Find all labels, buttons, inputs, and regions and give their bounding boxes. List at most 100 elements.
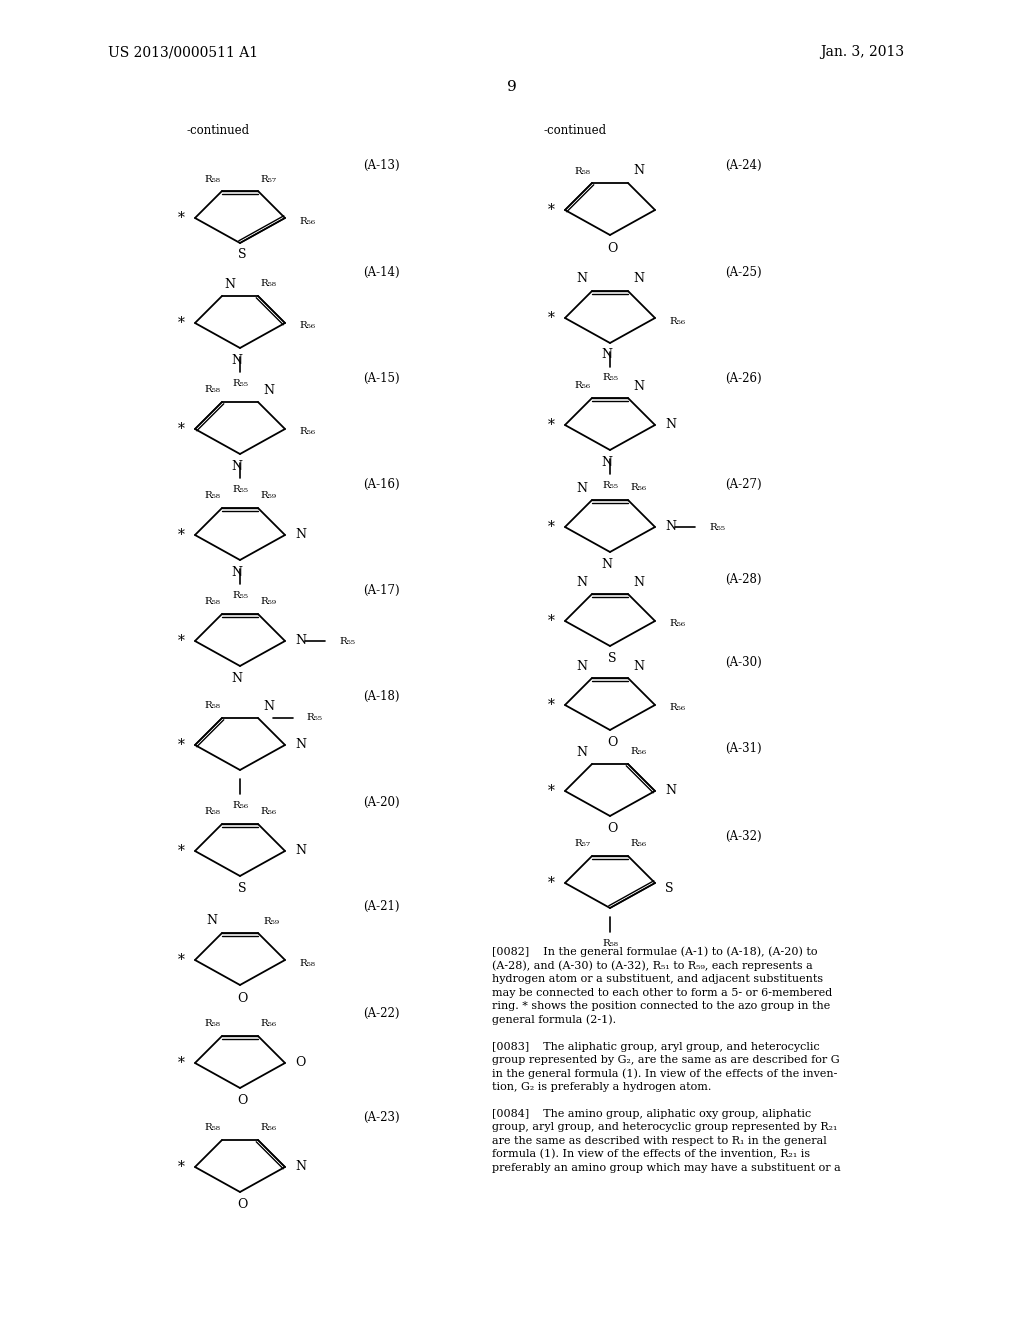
Text: tion, G₂ is preferably a hydrogen atom.: tion, G₂ is preferably a hydrogen atom.: [492, 1082, 712, 1092]
Text: general formula (2-1).: general formula (2-1).: [492, 1014, 616, 1024]
Text: *: *: [178, 1056, 185, 1071]
Text: (A-32): (A-32): [725, 829, 762, 842]
Text: R₅₆: R₅₆: [669, 317, 685, 326]
Text: R₅₈: R₅₈: [204, 491, 220, 500]
Text: *: *: [548, 418, 555, 432]
Text: N: N: [231, 565, 243, 578]
Text: *: *: [178, 953, 185, 968]
Text: in the general formula (1). In view of the effects of the inven-: in the general formula (1). In view of t…: [492, 1068, 838, 1078]
Text: R₅₅: R₅₅: [709, 523, 725, 532]
Text: (A-21): (A-21): [362, 899, 399, 912]
Text: are the same as described with respect to R₁ in the general: are the same as described with respect t…: [492, 1137, 826, 1146]
Text: N: N: [633, 660, 644, 672]
Text: O: O: [607, 822, 617, 836]
Text: N: N: [575, 272, 587, 285]
Text: N: N: [601, 557, 612, 570]
Text: N: N: [231, 672, 243, 685]
Text: (A-28): (A-28): [725, 573, 762, 586]
Text: N: N: [665, 784, 676, 797]
Text: N: N: [665, 418, 676, 432]
Text: [0083]    The aliphatic group, aryl group, and heterocyclic: [0083] The aliphatic group, aryl group, …: [492, 1041, 820, 1052]
Text: S: S: [665, 882, 674, 895]
Text: N: N: [295, 528, 306, 541]
Text: R₅₈: R₅₈: [204, 1123, 220, 1133]
Text: preferably an amino group which may have a substituent or a: preferably an amino group which may have…: [492, 1163, 841, 1173]
Text: N: N: [231, 354, 243, 367]
Text: R₅₆: R₅₆: [630, 747, 646, 756]
Text: R₅₇: R₅₇: [260, 176, 276, 185]
Text: R₅₅: R₅₅: [232, 379, 248, 388]
Text: (A-23): (A-23): [362, 1110, 399, 1123]
Text: group represented by G₂, are the same as are described for G: group represented by G₂, are the same as…: [492, 1055, 840, 1065]
Text: *: *: [178, 634, 185, 648]
Text: R₅₈: R₅₈: [204, 701, 220, 710]
Text: *: *: [548, 614, 555, 628]
Text: N: N: [263, 384, 274, 396]
Text: R₅₉: R₅₉: [260, 598, 276, 606]
Text: N: N: [601, 348, 612, 362]
Text: R₅₆: R₅₆: [299, 428, 315, 437]
Text: R₅₈: R₅₈: [204, 1019, 220, 1028]
Text: (A-31): (A-31): [725, 742, 762, 755]
Text: R₅₉: R₅₉: [263, 916, 279, 925]
Text: R₅₆: R₅₆: [232, 800, 248, 809]
Text: formula (1). In view of the effects of the invention, R₂₁ is: formula (1). In view of the effects of t…: [492, 1150, 810, 1160]
Text: N: N: [295, 635, 306, 648]
Text: R₅₈: R₅₈: [204, 385, 220, 395]
Text: -continued: -continued: [186, 124, 250, 136]
Text: N: N: [231, 459, 243, 473]
Text: N: N: [601, 455, 612, 469]
Text: hydrogen atom or a substituent, and adjacent substituents: hydrogen atom or a substituent, and adja…: [492, 974, 823, 983]
Text: (A-26): (A-26): [725, 371, 762, 384]
Text: (A-17): (A-17): [362, 583, 399, 597]
Text: 9: 9: [507, 81, 517, 94]
Text: N: N: [575, 482, 587, 495]
Text: (A-16): (A-16): [362, 478, 399, 491]
Text: *: *: [178, 1160, 185, 1173]
Text: [0084]    The amino group, aliphatic oxy group, aliphatic: [0084] The amino group, aliphatic oxy gr…: [492, 1109, 811, 1119]
Text: *: *: [178, 211, 185, 224]
Text: R₅₆: R₅₆: [669, 619, 685, 628]
Text: ring. * shows the position connected to the azo group in the: ring. * shows the position connected to …: [492, 1001, 830, 1011]
Text: (A-28), and (A-30) to (A-32), R₅₁ to R₅₉, each represents a: (A-28), and (A-30) to (A-32), R₅₁ to R₅₉…: [492, 960, 813, 970]
Text: *: *: [178, 528, 185, 543]
Text: R₅₆: R₅₆: [260, 1019, 276, 1028]
Text: N: N: [295, 1160, 306, 1173]
Text: O: O: [237, 991, 247, 1005]
Text: R₅₈: R₅₈: [602, 939, 618, 948]
Text: Jan. 3, 2013: Jan. 3, 2013: [820, 45, 904, 59]
Text: *: *: [178, 843, 185, 858]
Text: O: O: [237, 1094, 247, 1107]
Text: S: S: [608, 652, 616, 665]
Text: (A-30): (A-30): [725, 656, 762, 668]
Text: (A-18): (A-18): [362, 689, 399, 702]
Text: group, aryl group, and heterocyclic group represented by R₂₁: group, aryl group, and heterocyclic grou…: [492, 1122, 838, 1133]
Text: *: *: [178, 422, 185, 436]
Text: *: *: [178, 315, 185, 330]
Text: R₅₅: R₅₅: [232, 590, 248, 599]
Text: R₅₈: R₅₈: [299, 958, 315, 968]
Text: (A-27): (A-27): [725, 478, 762, 491]
Text: (A-15): (A-15): [362, 371, 399, 384]
Text: N: N: [633, 380, 644, 392]
Text: *: *: [548, 520, 555, 535]
Text: O: O: [607, 737, 617, 750]
Text: (A-25): (A-25): [725, 265, 762, 279]
Text: (A-20): (A-20): [362, 796, 399, 808]
Text: R₅₉: R₅₉: [260, 491, 276, 500]
Text: O: O: [295, 1056, 305, 1069]
Text: (A-22): (A-22): [362, 1006, 399, 1019]
Text: R₅₆: R₅₆: [669, 704, 685, 713]
Text: *: *: [548, 312, 555, 325]
Text: *: *: [548, 784, 555, 799]
Text: -continued: -continued: [544, 124, 606, 136]
Text: *: *: [548, 698, 555, 711]
Text: N: N: [665, 520, 676, 533]
Text: N: N: [575, 576, 587, 589]
Text: R₅₈: R₅₈: [204, 176, 220, 185]
Text: R₅₈: R₅₈: [204, 598, 220, 606]
Text: R₅₅: R₅₅: [306, 714, 322, 722]
Text: *: *: [178, 738, 185, 752]
Text: N: N: [206, 915, 217, 928]
Text: R₅₅: R₅₅: [602, 480, 618, 490]
